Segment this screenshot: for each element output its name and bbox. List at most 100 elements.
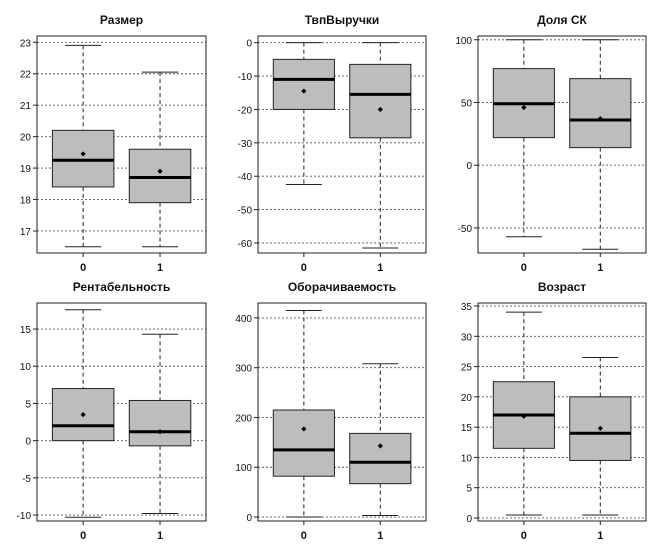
y-tick-label: 23 bbox=[20, 38, 32, 49]
y-tick-label: 400 bbox=[235, 314, 252, 325]
x-tick-label: 0 bbox=[521, 530, 527, 542]
y-tick-label: 100 bbox=[235, 463, 252, 474]
plot-frame bbox=[257, 35, 427, 254]
box-0: 0 bbox=[272, 309, 335, 542]
y-tick-label: 0 bbox=[25, 437, 31, 448]
mean-marker bbox=[377, 106, 383, 113]
plot-frame bbox=[36, 35, 207, 254]
y-tick-label: -5 bbox=[22, 474, 31, 485]
panel-title: Размер bbox=[100, 13, 143, 27]
y-tick-label: 21 bbox=[20, 101, 32, 112]
box-1: 1 bbox=[128, 71, 192, 274]
mean-marker bbox=[301, 88, 307, 94]
box-1: 1 bbox=[349, 42, 412, 274]
mean-marker bbox=[157, 429, 163, 435]
y-tick-label: 5 bbox=[25, 399, 31, 410]
mean-marker bbox=[80, 151, 86, 157]
mean-marker bbox=[80, 412, 86, 418]
box-1: 1 bbox=[569, 39, 632, 274]
y-tick-label: -30 bbox=[238, 139, 253, 150]
y-tick-label: 20 bbox=[461, 393, 473, 404]
x-tick-label: 0 bbox=[521, 262, 527, 274]
panel-title: Возраст bbox=[538, 280, 586, 294]
plot-frame bbox=[36, 302, 207, 522]
y-tick-label: 15 bbox=[461, 423, 473, 434]
panel-0: Размер 17 18 19 20 21 22 23 0 1 bbox=[20, 13, 207, 274]
y-tick-label: 0 bbox=[466, 514, 472, 525]
box-body bbox=[51, 129, 115, 188]
box-1: 1 bbox=[349, 363, 412, 542]
y-tick-label: 22 bbox=[20, 70, 32, 81]
x-tick-label: 1 bbox=[157, 262, 163, 274]
mean-marker bbox=[377, 443, 383, 449]
panel-title: Оборачиваемость bbox=[288, 280, 396, 294]
panel-5: Возраст 0 5 10 15 20 25 30 35 0 1 bbox=[461, 280, 647, 542]
box-0: 0 bbox=[492, 311, 555, 542]
y-tick-label: 50 bbox=[461, 98, 473, 109]
y-tick-label: 20 bbox=[20, 133, 32, 144]
mean-marker bbox=[301, 426, 307, 432]
y-tick-label: 17 bbox=[20, 227, 32, 238]
panel-title: Доля СК bbox=[537, 13, 587, 27]
y-tick-label: 30 bbox=[461, 332, 473, 343]
box-1: 1 bbox=[569, 357, 632, 542]
y-tick-label: 0 bbox=[246, 513, 252, 524]
box-body bbox=[349, 63, 412, 139]
panel-2: Доля СК 100 50 0 -50 0 1 bbox=[455, 13, 647, 274]
box-0: 0 bbox=[51, 44, 115, 274]
mean-marker bbox=[521, 413, 527, 419]
y-tick-label: 18 bbox=[20, 196, 32, 207]
y-tick-label: -60 bbox=[238, 239, 253, 250]
mean-marker bbox=[521, 104, 527, 111]
y-tick-label: 300 bbox=[235, 364, 252, 375]
y-tick-label: 0 bbox=[246, 39, 252, 50]
mean-marker bbox=[597, 116, 603, 122]
plot-frame bbox=[477, 302, 647, 522]
y-tick-label: 0 bbox=[466, 161, 472, 172]
y-tick-label: 5 bbox=[466, 484, 472, 495]
y-tick-label: 100 bbox=[455, 36, 472, 47]
x-tick-label: 0 bbox=[301, 262, 307, 274]
box-0: 0 bbox=[272, 42, 335, 274]
x-tick-label: 1 bbox=[377, 262, 383, 274]
plot-frame bbox=[257, 302, 427, 522]
y-tick-label: -50 bbox=[458, 224, 473, 235]
y-tick-label: 19 bbox=[20, 164, 32, 175]
box-body bbox=[128, 148, 192, 204]
plot-frame bbox=[477, 35, 647, 254]
box-1: 1 bbox=[128, 333, 192, 542]
y-tick-label: 25 bbox=[461, 363, 473, 374]
x-tick-label: 0 bbox=[301, 530, 307, 542]
x-tick-label: 0 bbox=[80, 530, 86, 542]
mean-marker bbox=[597, 425, 603, 431]
box-body bbox=[128, 399, 192, 447]
panel-title: ТвпВыручки bbox=[305, 13, 380, 27]
x-tick-label: 0 bbox=[80, 262, 86, 274]
panel-3: Рентабельность 15 10 5 0 -5 -10 0 1 bbox=[17, 280, 207, 542]
y-tick-label: 10 bbox=[20, 362, 32, 373]
mean-marker bbox=[157, 168, 163, 174]
y-tick-label: -40 bbox=[238, 172, 253, 183]
y-tick-label: -10 bbox=[238, 72, 253, 83]
box-body bbox=[569, 78, 632, 149]
y-tick-label: 200 bbox=[235, 413, 252, 424]
y-tick-label: 10 bbox=[461, 453, 473, 464]
panel-1: ТвпВыручки 0 -10 -20 -30 -40 -50 -60 0 1 bbox=[238, 13, 427, 274]
y-tick-label: -20 bbox=[238, 105, 253, 116]
box-0: 0 bbox=[492, 39, 555, 274]
panel-title: Рентабельность bbox=[73, 280, 171, 294]
box-body bbox=[272, 409, 335, 477]
x-tick-label: 1 bbox=[597, 530, 603, 542]
box-body bbox=[349, 432, 412, 485]
panel-4: Оборачиваемость 0 100 200 300 400 0 1 bbox=[235, 280, 427, 542]
box-body bbox=[272, 58, 335, 110]
y-tick-label: -50 bbox=[238, 206, 253, 217]
y-tick-label: 15 bbox=[20, 325, 32, 336]
x-tick-label: 1 bbox=[377, 530, 383, 542]
y-tick-label: -10 bbox=[17, 511, 32, 522]
box-0: 0 bbox=[51, 309, 115, 542]
y-tick-label: 35 bbox=[461, 302, 473, 313]
x-tick-label: 1 bbox=[157, 530, 163, 542]
